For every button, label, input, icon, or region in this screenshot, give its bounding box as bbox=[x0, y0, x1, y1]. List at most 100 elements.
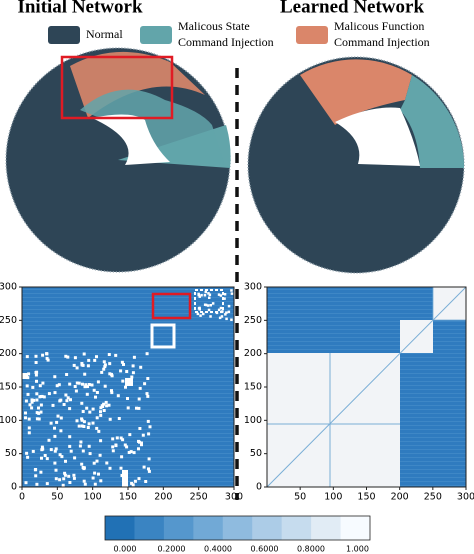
cell bbox=[27, 372, 31, 376]
y-tick-label: 200 bbox=[244, 348, 262, 359]
cell bbox=[68, 481, 72, 484]
center-gap bbox=[92, 114, 170, 165]
legend-label: Command Injection bbox=[178, 35, 274, 49]
cell bbox=[147, 467, 150, 471]
cell bbox=[82, 466, 86, 470]
cell bbox=[42, 395, 46, 399]
cell bbox=[35, 398, 39, 402]
cell bbox=[37, 417, 41, 421]
cell bbox=[66, 396, 70, 400]
legend-swatch bbox=[296, 26, 328, 44]
right-matrix bbox=[266, 286, 467, 488]
center-gap bbox=[335, 107, 420, 166]
cell bbox=[133, 479, 137, 483]
cell bbox=[111, 445, 115, 449]
cell bbox=[219, 294, 223, 297]
cell bbox=[223, 297, 226, 300]
stripe bbox=[267, 341, 466, 342]
cell bbox=[103, 384, 107, 388]
cell bbox=[62, 403, 66, 406]
cell bbox=[72, 476, 76, 480]
cell bbox=[55, 420, 59, 424]
cell bbox=[115, 436, 119, 440]
cell bbox=[141, 433, 145, 437]
cell bbox=[64, 354, 68, 358]
cell bbox=[227, 310, 231, 314]
stripe bbox=[22, 429, 234, 430]
cell bbox=[207, 292, 210, 295]
cell bbox=[119, 466, 123, 470]
cell bbox=[111, 449, 115, 453]
cell bbox=[83, 385, 87, 389]
cell bbox=[37, 406, 40, 410]
cell bbox=[33, 468, 37, 472]
cell bbox=[51, 403, 55, 407]
cell bbox=[119, 436, 123, 440]
cell bbox=[59, 416, 63, 420]
stripe bbox=[22, 297, 234, 298]
cell bbox=[143, 382, 147, 386]
stripe bbox=[22, 305, 234, 306]
cell bbox=[81, 410, 85, 413]
legend-label: Malicous Function bbox=[334, 19, 424, 33]
cell bbox=[45, 482, 49, 486]
cell bbox=[27, 417, 31, 421]
legend-swatch bbox=[48, 26, 80, 44]
cell bbox=[22, 373, 28, 379]
cell bbox=[67, 474, 71, 478]
stripe bbox=[22, 409, 234, 410]
function-edges bbox=[300, 59, 412, 125]
cell bbox=[24, 399, 28, 403]
cell bbox=[30, 406, 34, 410]
stripe bbox=[22, 405, 234, 406]
cell bbox=[91, 421, 95, 425]
cell bbox=[66, 355, 70, 359]
cell bbox=[72, 363, 76, 367]
cell bbox=[30, 398, 34, 402]
cell bbox=[217, 293, 221, 296]
cell bbox=[86, 364, 90, 368]
cell bbox=[93, 482, 97, 486]
cell bbox=[146, 377, 150, 380]
cell bbox=[73, 456, 77, 460]
cell bbox=[124, 472, 128, 476]
cell bbox=[53, 461, 57, 465]
cell bbox=[124, 385, 127, 389]
cell bbox=[142, 465, 146, 469]
left-network bbox=[5, 47, 231, 273]
x-tick-label: 100 bbox=[324, 492, 342, 503]
cell bbox=[81, 382, 84, 386]
cell bbox=[47, 392, 51, 396]
cell bbox=[147, 457, 151, 461]
stripe bbox=[22, 449, 234, 450]
cell bbox=[122, 363, 125, 366]
cell bbox=[31, 385, 35, 389]
colorbar-label: 0.8000 bbox=[297, 545, 325, 554]
cell bbox=[24, 411, 27, 415]
cell bbox=[85, 406, 89, 410]
cell bbox=[121, 438, 125, 442]
cell bbox=[83, 372, 87, 376]
cell bbox=[49, 421, 53, 425]
cell bbox=[40, 445, 44, 449]
cell bbox=[32, 398, 36, 402]
cell bbox=[82, 425, 86, 428]
cell bbox=[90, 383, 94, 387]
cell bbox=[224, 313, 227, 316]
cell bbox=[69, 398, 72, 402]
cell bbox=[45, 457, 49, 461]
cell bbox=[68, 407, 72, 411]
cell bbox=[34, 373, 38, 377]
stripe bbox=[267, 293, 466, 294]
x-tick-label: 300 bbox=[457, 492, 474, 503]
cell bbox=[122, 470, 128, 487]
cell bbox=[102, 360, 106, 364]
cell bbox=[98, 453, 102, 457]
cell bbox=[99, 479, 103, 483]
cell bbox=[87, 444, 91, 448]
stripe bbox=[267, 337, 466, 338]
cell bbox=[114, 353, 118, 357]
state-edges bbox=[80, 89, 225, 165]
cell bbox=[230, 292, 234, 295]
stripe bbox=[22, 433, 234, 434]
